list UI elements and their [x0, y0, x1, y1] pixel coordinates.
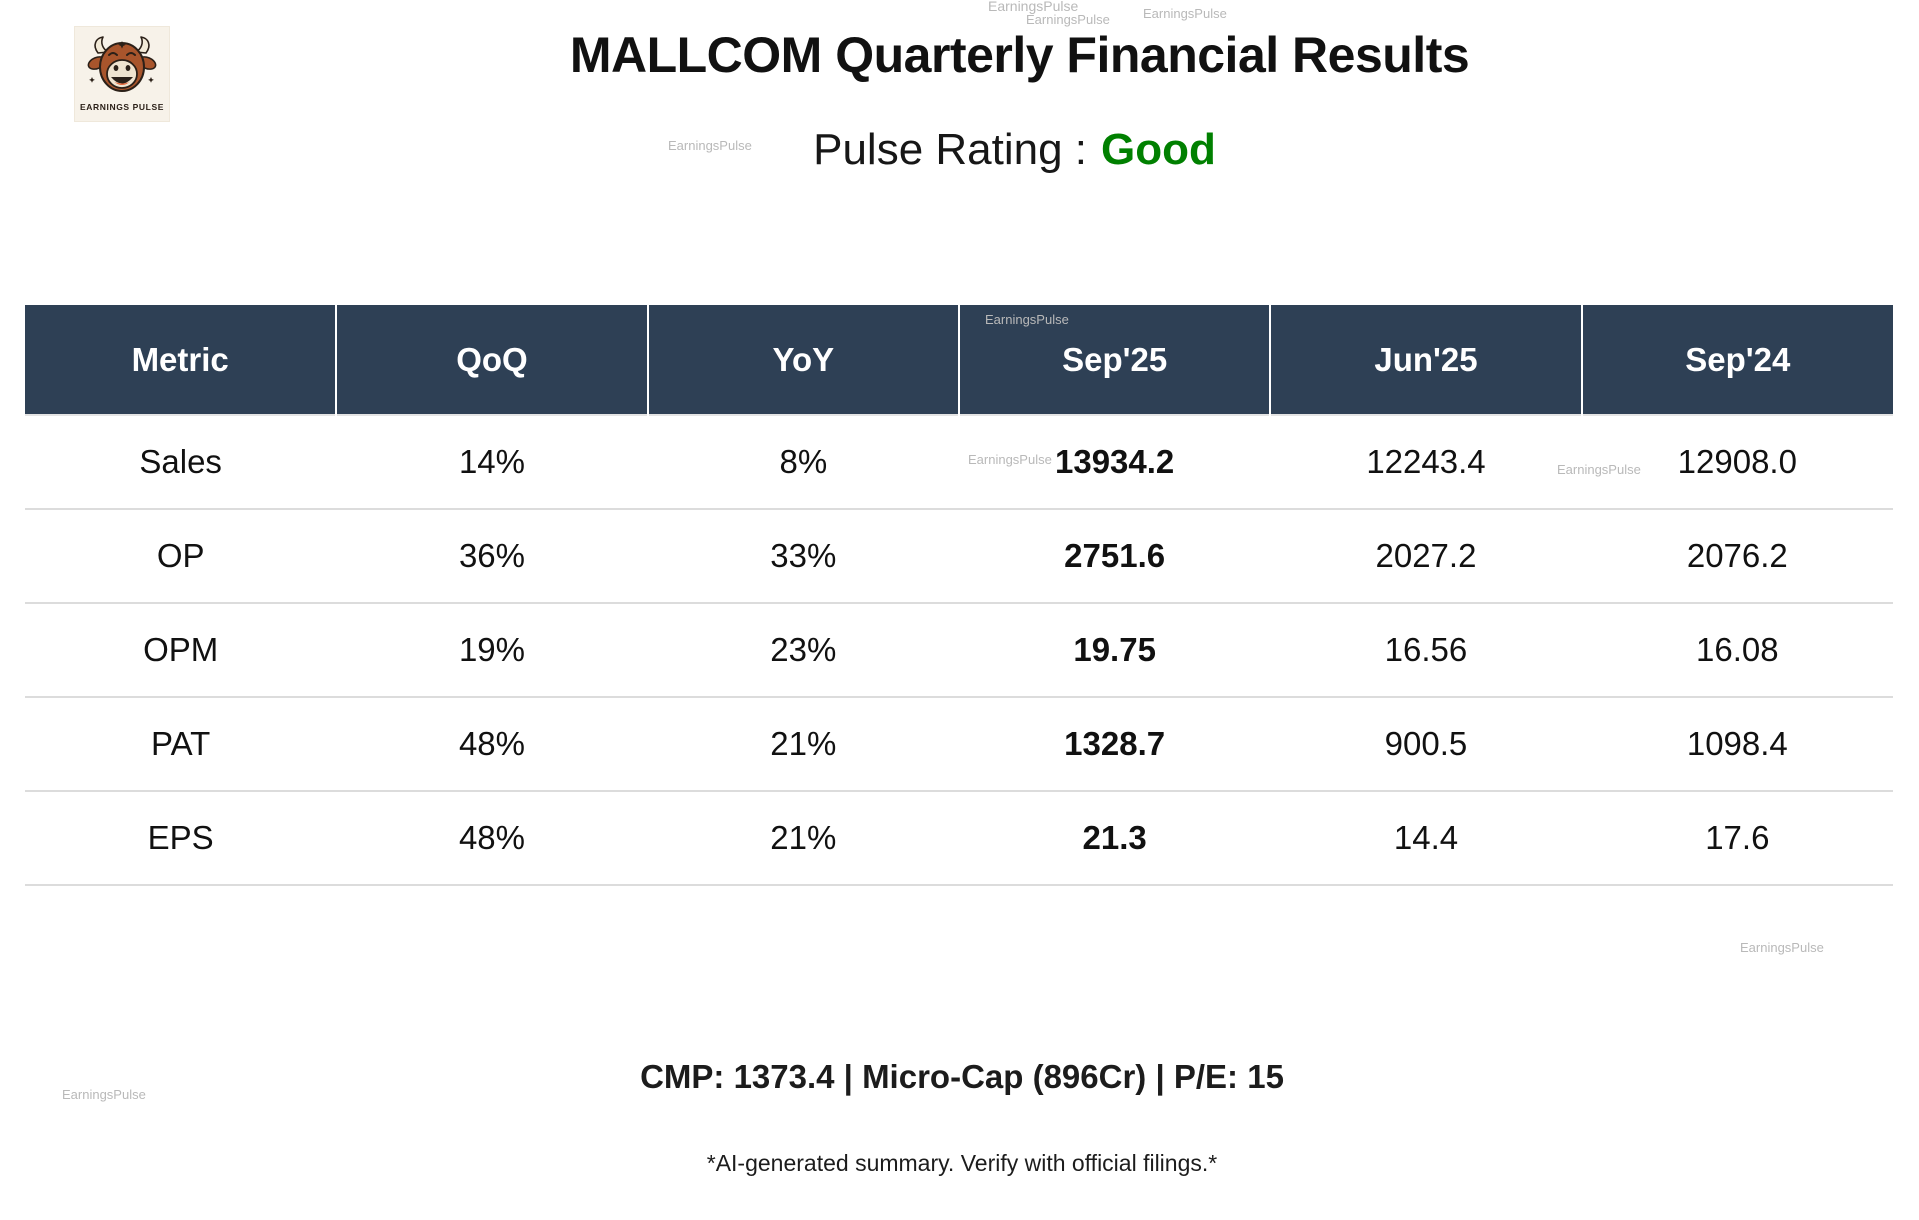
watermark-label: EarningsPulse	[1143, 6, 1227, 21]
row-sep24-value: 12908.0	[1581, 414, 1893, 510]
watermark-label: EarningsPulse	[1026, 12, 1110, 27]
table-body: Sales 14% 8% 13934.2 12243.4 12908.0 OP 36% 33% 2…	[25, 414, 1893, 886]
row-jun25-value: 12243.4	[1270, 414, 1582, 510]
row-metric-name: OP	[25, 509, 337, 604]
row-yoy-value: 23%	[647, 603, 959, 698]
table-header: Metric QoQ YoY Sep'25 Jun'25 Sep'24	[25, 305, 1893, 415]
row-jun25-value: 14.4	[1270, 791, 1582, 886]
row-sep24-value: 16.08	[1581, 603, 1893, 698]
row-metric-name: PAT	[25, 697, 337, 792]
column-header-jun25: Jun'25	[1270, 305, 1583, 415]
row-sep24-value: 1098.4	[1581, 697, 1893, 792]
row-sep25-value: 2751.6	[958, 509, 1271, 604]
column-header-sep24: Sep'24	[1581, 305, 1893, 415]
disclaimer-text: *AI-generated summary. Verify with offic…	[706, 1150, 1218, 1176]
row-sep24-value: 2076.2	[1581, 509, 1893, 604]
row-sep25-value: 19.75	[958, 603, 1271, 698]
table-row: OPM 19% 23% 19.75 16.56 16.08	[25, 603, 1893, 698]
row-qoq-value: 48%	[336, 791, 648, 886]
column-header-qoq: QoQ	[336, 305, 649, 415]
row-qoq-value: 14%	[336, 414, 648, 510]
column-header-metric: Metric	[25, 305, 338, 415]
pulse-rating: Pulse Rating : Good	[0, 125, 1919, 175]
bull-mascot-icon	[87, 36, 157, 92]
row-jun25-value: 2027.2	[1270, 509, 1582, 604]
financial-table-wrap: Metric QoQ YoY Sep'25 Jun'25 Sep'24 Sale…	[25, 305, 1893, 886]
table-row: PAT 48% 21% 1328.7 900.5 1098.4	[25, 697, 1893, 792]
row-jun25-value: 16.56	[1270, 603, 1582, 698]
row-metric-name: Sales	[25, 414, 337, 510]
table-row: Sales 14% 8% 13934.2 12243.4 12908.0	[25, 414, 1893, 510]
brand-logo: EARNINGS PULSE	[74, 26, 170, 122]
row-qoq-value: 36%	[336, 509, 648, 604]
brand-logo-caption: EARNINGS PULSE	[80, 102, 164, 112]
row-jun25-value: 900.5	[1270, 697, 1582, 792]
financial-results-table: Metric QoQ YoY Sep'25 Jun'25 Sep'24 Sale…	[25, 305, 1893, 886]
row-qoq-value: 19%	[336, 603, 648, 698]
column-header-sep25: Sep'25	[958, 305, 1272, 415]
cmp-summary-line: CMP: 1373.4 | Micro-Cap (896Cr) | P/E: 1…	[640, 1058, 1284, 1095]
row-sep25-value: 1328.7	[958, 697, 1271, 792]
watermark-label: EarningsPulse	[988, 0, 1079, 14]
table-row: EPS 48% 21% 21.3 14.4 17.6	[25, 791, 1893, 886]
pulse-rating-label: Pulse Rating :	[813, 125, 1088, 174]
row-yoy-value: 8%	[647, 414, 959, 510]
row-sep25-value: 21.3	[958, 791, 1271, 886]
row-metric-name: OPM	[25, 603, 337, 698]
row-sep25-value: 13934.2	[958, 414, 1271, 510]
row-qoq-value: 48%	[336, 697, 648, 792]
page-title: MALLCOM Quarterly Financial Results	[569, 27, 1470, 83]
row-sep24-value: 17.6	[1581, 791, 1893, 886]
table-row: OP 36% 33% 2751.6 2027.2 2076.2	[25, 509, 1893, 604]
table-header-row: Metric QoQ YoY Sep'25 Jun'25 Sep'24	[25, 305, 1893, 415]
column-header-yoy: YoY	[647, 305, 960, 415]
pulse-rating-value: Good	[1101, 125, 1216, 174]
row-metric-name: EPS	[25, 791, 337, 886]
watermark-label: EarningsPulse	[1740, 940, 1824, 955]
row-yoy-value: 21%	[647, 791, 959, 886]
row-yoy-value: 33%	[647, 509, 959, 604]
row-yoy-value: 21%	[647, 697, 959, 792]
